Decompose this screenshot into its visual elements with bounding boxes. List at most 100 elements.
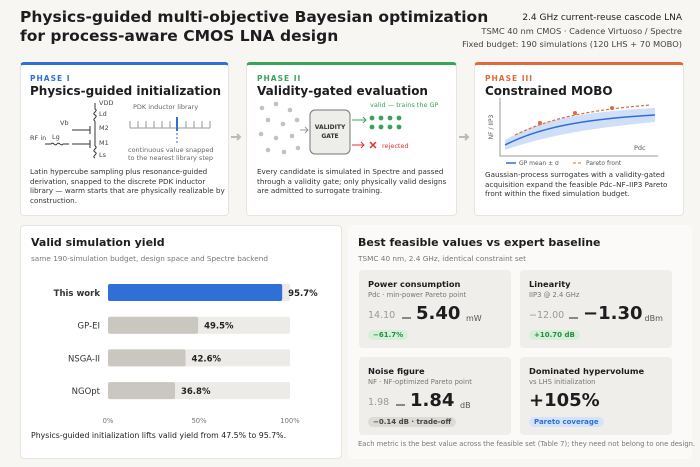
metric-value: −1.30: [583, 303, 643, 324]
metric-title: Linearity: [529, 279, 571, 289]
legend-label: GP mean ± σ: [519, 160, 559, 167]
label: valid — trains the GP: [370, 101, 439, 109]
phase-title: Validity-gated evaluation: [257, 84, 428, 98]
info-line: TSMC 40 nm CMOS · Cadence Virtuoso / Spe…: [481, 26, 682, 36]
ruler: [129, 117, 211, 143]
metric-subtitle: NF · NF-optimized Pareto point: [368, 378, 472, 386]
pareto: [514, 104, 651, 136]
metric-card: Dominated hypervolume vs LHS initializati…: [520, 357, 672, 435]
metric-arrow: [402, 317, 411, 319]
label: RF in: [30, 134, 46, 142]
metric-badge: −61.7%: [368, 330, 409, 340]
yield-chart: This work 95.7% GP-EI 49.5% NSGA-II 42.6% NGOp…: [54, 284, 318, 425]
bar: [108, 382, 175, 400]
label: M1: [99, 139, 109, 147]
info-line: Fixed budget: 190 simulations (120 LHS +…: [462, 39, 682, 49]
value-label: 49.5%: [204, 322, 234, 332]
gate-label: GATE: [321, 133, 338, 140]
metrics-title: Best feasible values vs expert baseline: [358, 236, 601, 249]
category-label: GP-EI: [78, 322, 100, 332]
label: Ls: [99, 151, 107, 159]
phase-description: Latin hypercube sampling plus resonance-…: [30, 167, 225, 205]
bar: [108, 284, 283, 301]
metrics-subtitle: TSMC 40 nm, 2.4 GHz, identical constrain…: [358, 254, 527, 263]
metric-card: Power consumption Pdc · min-power Pareto …: [359, 270, 511, 348]
axes: [499, 98, 658, 157]
x-tick-label: 100%: [280, 417, 300, 425]
phase-label: PHASE II: [257, 74, 302, 83]
footnote: Each metric is the best value across the…: [358, 440, 696, 448]
label: M2: [99, 124, 109, 132]
axis-label: Pdc: [634, 144, 646, 152]
metric-card: Noise figure NF · NF-optimized Pareto poi…: [359, 357, 511, 435]
label: rejected: [382, 142, 409, 150]
legend-label: Pareto front: [586, 160, 622, 167]
value-label: 95.7%: [288, 289, 318, 299]
metric-badge: −0.14 dB · trade-off: [368, 417, 457, 427]
value-label: 42.6%: [192, 354, 222, 364]
phase-label: PHASE III: [485, 74, 534, 83]
circuit: [45, 103, 97, 159]
gate-label: VALIDITY: [315, 124, 346, 131]
category-label: NSGA-II: [68, 354, 100, 364]
valid-dots: [369, 115, 402, 130]
info: 2.4 GHz current-reuse cascode LNA TSMC 4…: [462, 12, 682, 51]
metric-baseline: 1.98: [368, 397, 390, 408]
chart-title: Valid simulation yield: [31, 236, 165, 249]
x-tick-label: 0%: [103, 417, 114, 425]
label: Vb: [60, 119, 69, 127]
category-label: This work: [54, 289, 101, 299]
title: Physics-guided multi-objective Bayesian …: [20, 8, 488, 46]
phase-description: Gaussian-process surrogates with a valid…: [485, 170, 668, 198]
metric-title: Noise figure: [368, 366, 425, 376]
label: Lg: [52, 133, 60, 141]
phase-title: Constrained MOBO: [485, 84, 613, 98]
info-line: 2.4 GHz current-reuse cascode LNA: [522, 13, 682, 23]
title-line: for process-aware CMOS LNA design: [20, 27, 339, 45]
metric-badge: Pareto coverage: [529, 417, 604, 427]
metric-value: 5.40: [416, 303, 461, 324]
phase-card: [20, 62, 229, 216]
label: continuous value snapped: [128, 146, 214, 154]
metric-subtitle: vs LHS initialization: [529, 378, 596, 386]
metric-title: Dominated hypervolume: [529, 366, 645, 376]
metric-arrow: [396, 404, 405, 406]
metric-arrow: [569, 317, 578, 319]
title-line: Physics-guided multi-objective Bayesian …: [20, 8, 489, 26]
bar: [108, 316, 199, 334]
x-tick-label: 50%: [191, 417, 207, 425]
reject-mark: [369, 141, 377, 149]
gp-mean: [504, 114, 656, 146]
phase-card: [246, 62, 457, 216]
metric-card: Linearity IIP3 @ 2.4 GHz −12.00 −1.30 dBm +10…: [520, 270, 672, 348]
phase-description: Every candidate is simulated in Spectre …: [257, 167, 447, 195]
metric-value: +105%: [529, 390, 600, 411]
phase-title: Physics-guided initialization: [30, 84, 222, 98]
candidates: [258, 101, 301, 155]
arrows: [231, 133, 470, 141]
band: [505, 108, 655, 150]
arrow: [352, 116, 367, 124]
label: Ld: [99, 110, 107, 118]
metric-baseline: −12.00: [529, 310, 565, 321]
axis-label: NF / IIP3: [488, 114, 495, 139]
arrow: [300, 126, 309, 134]
metric-baseline: 14.10: [368, 310, 396, 321]
label: PDK inductor library: [133, 103, 198, 111]
metric-badge: +10.70 dB: [529, 330, 580, 340]
chart-note: Physics-guided initialization lifts vali…: [31, 431, 287, 440]
panel: [20, 225, 342, 459]
pareto-points: [538, 106, 614, 125]
chart-subtitle: same 190-simulation budget, design space…: [31, 254, 269, 263]
metric-unit: dB: [460, 401, 471, 410]
label: to the nearest library step: [128, 154, 213, 162]
metric-unit: dBm: [644, 314, 663, 323]
arrow: [352, 141, 365, 149]
phase-label: PHASE I: [30, 74, 71, 83]
category-label: NGOpt: [72, 387, 101, 397]
value-label: 36.8%: [181, 387, 211, 397]
circuit-labels: VDD Ld M2 Vb RF in Lg M1 Ls PDK inductor…: [30, 99, 214, 162]
metric-subtitle: Pdc · min-power Pareto point: [368, 291, 467, 299]
